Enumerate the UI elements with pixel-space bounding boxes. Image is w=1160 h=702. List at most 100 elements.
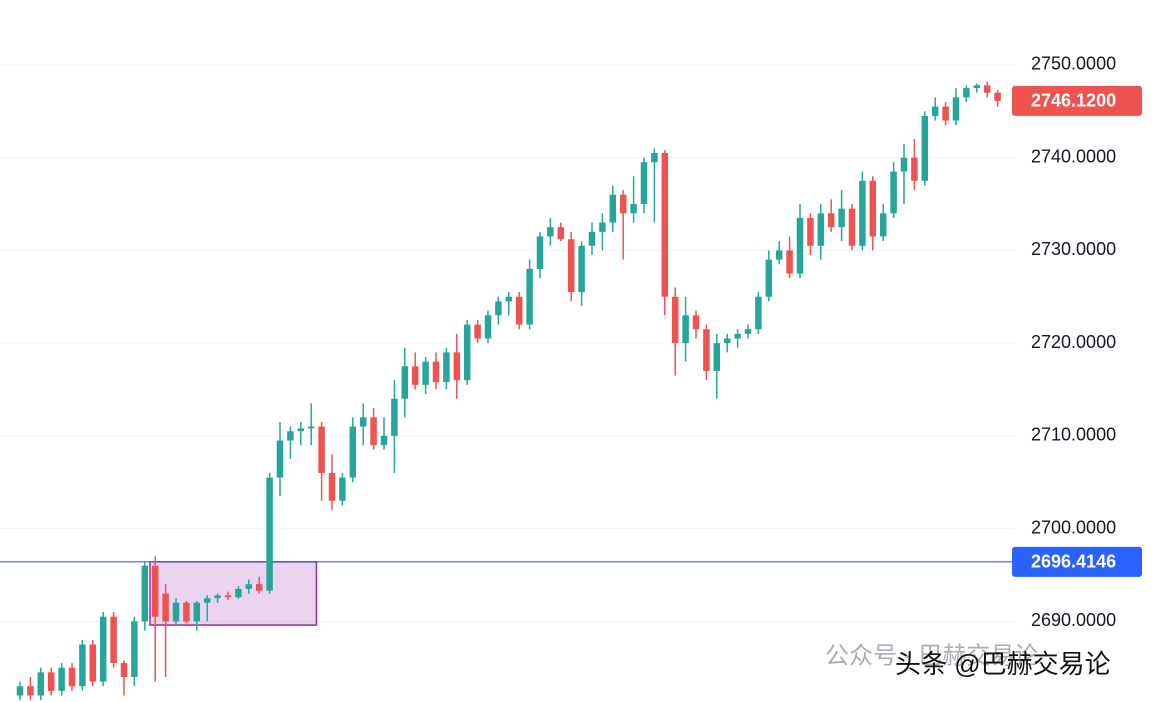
candle-body	[68, 667, 76, 687]
candle-body	[848, 208, 856, 246]
candle-body	[224, 595, 232, 598]
candle-body	[162, 593, 169, 622]
candle-body	[879, 213, 887, 237]
y-tick-label: 2690.0000	[1031, 610, 1116, 630]
candle-body	[89, 644, 97, 682]
watermark: 头条 @巴赫交易论	[895, 649, 1111, 679]
candle-body	[547, 227, 554, 237]
y-tick-label: 2700.0000	[1031, 517, 1116, 537]
candle-body	[339, 477, 346, 501]
candle-body	[453, 352, 461, 381]
candle-body	[796, 217, 804, 274]
candle-body	[557, 227, 565, 240]
candle-body	[27, 686, 34, 696]
candle-body	[47, 672, 55, 691]
candle-body	[58, 667, 65, 691]
candle-body	[869, 180, 877, 237]
candle-body	[723, 338, 731, 344]
candle-body	[474, 324, 481, 339]
candle-body	[203, 598, 211, 603]
candle-body	[16, 686, 24, 696]
candle-body	[713, 343, 721, 371]
grid	[0, 64, 1015, 622]
candle-body	[495, 301, 502, 316]
candle-body	[734, 333, 741, 339]
candle-body	[37, 672, 45, 696]
candle-body	[380, 435, 388, 446]
candle-body	[120, 663, 128, 677]
candle-body	[151, 565, 159, 617]
candle-body	[245, 584, 253, 589]
candle-body	[328, 472, 336, 501]
candle-body	[838, 208, 845, 228]
candle-body	[588, 231, 596, 246]
candle-body	[651, 153, 658, 163]
candle-body	[359, 417, 367, 427]
candle-body	[952, 97, 960, 121]
candle-body	[775, 250, 783, 260]
candle-body	[235, 588, 242, 598]
candle-body	[214, 595, 221, 599]
candle-body	[817, 213, 825, 246]
candle-body	[110, 616, 117, 664]
candle-body	[703, 329, 710, 371]
candle-body	[297, 428, 305, 432]
candle-body	[484, 315, 492, 339]
candle-body	[609, 194, 617, 223]
candle-body	[536, 236, 544, 269]
candle-body	[172, 602, 180, 622]
candle-body	[515, 296, 523, 325]
candle-body	[807, 217, 814, 246]
candle-body	[266, 477, 273, 591]
candle-body	[786, 250, 793, 274]
candle-body	[765, 259, 773, 297]
candle-body	[318, 426, 325, 473]
y-tick-label: 2750.0000	[1031, 54, 1116, 74]
candle-body	[526, 268, 533, 325]
candle-body	[900, 157, 908, 172]
candle-body	[370, 417, 377, 446]
price-axis: 2690.0000 2700.0000 2710.0000 2720.0000 2730…	[1012, 54, 1142, 630]
price-tag-label: 2746.1200	[1031, 91, 1116, 111]
candle-body	[578, 245, 585, 293]
candle-body	[287, 431, 294, 441]
candle-body	[983, 85, 991, 93]
candle-body	[921, 115, 929, 181]
candle-body	[931, 106, 939, 116]
y-tick-label: 2720.0000	[1031, 332, 1116, 352]
candle-body	[505, 296, 513, 302]
candle-body	[349, 426, 357, 478]
candle-body	[744, 329, 752, 334]
candle-body	[141, 565, 149, 622]
candle-body	[193, 602, 201, 622]
candle-body	[973, 85, 981, 89]
candle-body	[963, 88, 970, 98]
candle-body	[99, 616, 107, 682]
candle-body	[661, 153, 669, 297]
y-tick-label: 2710.0000	[1031, 425, 1116, 445]
candle-body	[682, 315, 689, 344]
candle-body	[131, 621, 138, 677]
price-tag-label: 2696.4146	[1031, 552, 1116, 572]
candle-body	[859, 180, 866, 246]
candle-body	[391, 398, 398, 436]
candle-body	[994, 92, 1001, 101]
candle-body	[401, 366, 409, 399]
candle-body	[942, 106, 949, 121]
candle-body	[183, 602, 190, 622]
candle-body	[619, 194, 627, 214]
candle-body	[640, 162, 648, 205]
candle-body	[276, 440, 284, 478]
candle-body	[432, 361, 440, 383]
candle-body	[411, 366, 419, 385]
candle-body	[827, 213, 835, 228]
candle-body	[755, 296, 762, 330]
candle-body	[463, 324, 471, 381]
candle-body	[307, 426, 315, 429]
candle-body	[692, 315, 700, 330]
candle-body	[422, 361, 429, 385]
candle-body	[890, 171, 897, 214]
price-tag	[1012, 546, 1142, 577]
